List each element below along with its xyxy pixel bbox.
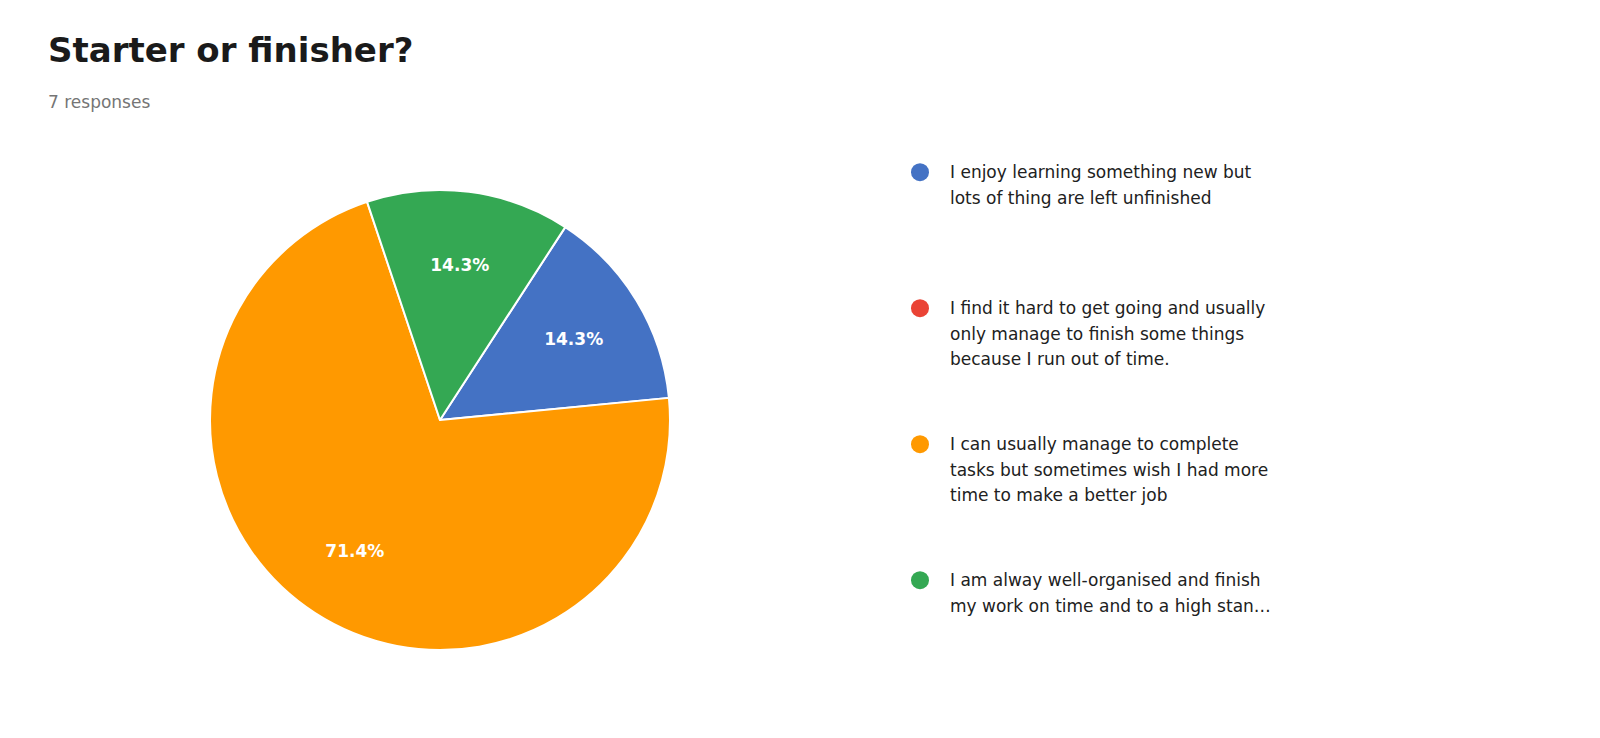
data-label: 14.3% [430, 255, 489, 275]
pie [210, 190, 670, 650]
pie-slice [210, 202, 670, 650]
title: Starter or finisher? [48, 30, 413, 70]
legend-marker [911, 299, 929, 317]
legend-entry: I am alway well-organised and finishmy w… [950, 570, 1271, 616]
legend-entry: I find it hard to get going and usuallyo… [950, 298, 1265, 369]
chart-svg: Starter or finisher? 7 responses 14.3% 71.4… [0, 0, 1600, 738]
legend-entry: I enjoy learning something new butlots o… [950, 162, 1252, 208]
legend-marker [911, 435, 929, 453]
legend-marker [911, 571, 929, 589]
pie-labels: 14.3% 71.4% 14.3% [325, 255, 603, 561]
subtitle: 7 responses [48, 92, 150, 112]
chart-container: Starter or finisher? 7 responses 14.3% 71.4… [0, 0, 1600, 738]
legend-entry: I can usually manage to completetasks bu… [950, 434, 1268, 505]
legend: I enjoy learning something new butlots o… [911, 162, 1271, 616]
data-label: 71.4% [325, 541, 384, 561]
legend-marker [911, 163, 929, 181]
pie-slice [367, 190, 565, 420]
data-label: 14.3% [544, 329, 603, 349]
